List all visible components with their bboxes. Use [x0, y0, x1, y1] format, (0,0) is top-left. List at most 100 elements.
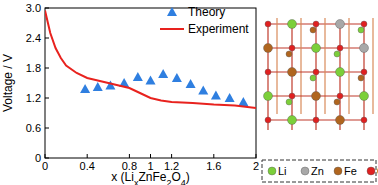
x-tick-label: 2 — [253, 160, 259, 172]
atom — [288, 116, 297, 125]
atom-legend-label: O — [377, 165, 378, 177]
atom — [336, 20, 345, 29]
y-tick — [45, 8, 49, 9]
atom-legend-label: Fe — [344, 165, 357, 177]
atom — [286, 51, 292, 57]
theory-point — [133, 72, 143, 81]
crystal-structure — [264, 18, 374, 130]
experiment-line — [45, 11, 256, 109]
bond — [267, 24, 268, 130]
atom — [312, 92, 321, 101]
x-axis-label-part: ) — [186, 170, 190, 184]
atom — [334, 51, 340, 57]
atom — [336, 116, 345, 125]
bond — [300, 18, 301, 114]
theory-point — [198, 86, 208, 95]
atom-legend-marker — [268, 167, 276, 175]
atom — [337, 93, 343, 99]
atom — [312, 44, 321, 53]
bond — [339, 24, 340, 130]
figure: 00.40.811.21.6200.61.21.82.43.0Voltage /… — [0, 0, 378, 185]
x-tick — [213, 154, 214, 158]
legend-label: Experiment — [188, 22, 249, 36]
atom — [358, 75, 364, 81]
y-tick-label: 1.2 — [26, 92, 41, 104]
legend-marker — [167, 7, 177, 16]
y-tick-label: 1.8 — [26, 62, 41, 74]
atom-legend-marker — [367, 167, 375, 175]
y-tick-label: 0 — [35, 152, 41, 164]
atom — [336, 68, 345, 77]
atom — [310, 75, 316, 81]
x-tick — [45, 154, 46, 158]
theory-point — [172, 73, 182, 82]
x-axis-label-part: ZnFe — [138, 170, 166, 184]
x-tick-label: 0.4 — [80, 160, 95, 172]
x-tick — [150, 154, 151, 158]
atom — [360, 92, 369, 101]
atom — [361, 117, 367, 123]
y-tick — [45, 98, 49, 99]
atom — [265, 21, 271, 27]
theory-point — [93, 82, 103, 91]
x-tick-label: 0 — [42, 160, 48, 172]
bond — [348, 18, 349, 114]
y-tick-label: 3.0 — [26, 2, 41, 14]
atom — [358, 27, 364, 33]
y-tick — [45, 38, 49, 39]
atom — [334, 99, 340, 105]
bonds — [268, 18, 373, 130]
legend-marker — [160, 28, 184, 30]
theory-point — [186, 79, 196, 88]
y-tick-label: 2.4 — [26, 32, 41, 44]
atom — [313, 69, 319, 75]
atom-legend-label: Li — [278, 165, 287, 177]
bond — [276, 18, 277, 114]
x-axis-label-part: O — [171, 170, 180, 184]
atom — [361, 69, 367, 75]
atom — [265, 69, 271, 75]
x-tick — [87, 154, 88, 158]
atom-legend-marker — [301, 167, 309, 175]
atom-legend-label: Zn — [311, 165, 324, 177]
theory-point — [146, 76, 156, 85]
theory-point — [225, 93, 235, 102]
bond — [372, 18, 373, 114]
theory-point — [211, 91, 221, 100]
atom — [288, 20, 297, 29]
atom — [264, 44, 273, 53]
x-tick — [171, 154, 172, 158]
atom — [288, 68, 297, 77]
atom — [289, 93, 295, 99]
atom-legend-marker — [334, 167, 342, 175]
atom — [361, 21, 367, 27]
y-axis-label: Voltage / V — [1, 54, 15, 112]
atom — [265, 117, 271, 123]
plot-frame — [45, 8, 256, 158]
x-tick — [256, 154, 257, 158]
atom — [310, 27, 316, 33]
y-tick — [45, 128, 49, 129]
plot-data — [45, 11, 256, 109]
atom — [313, 21, 319, 27]
x-tick — [129, 154, 130, 158]
atom — [289, 45, 295, 51]
atom — [264, 92, 273, 101]
y-tick — [45, 68, 49, 69]
atom — [313, 117, 319, 123]
atom — [360, 44, 369, 53]
y-tick — [45, 158, 49, 159]
x-axis-label: x (LixZnFe2O4) — [111, 170, 190, 185]
atom — [286, 99, 292, 105]
bond — [324, 18, 325, 114]
theory-point — [80, 84, 90, 93]
theory-point — [238, 97, 248, 106]
y-tick-label: 0.6 — [26, 122, 41, 134]
atom — [337, 45, 343, 51]
x-tick-label: 1.6 — [206, 160, 221, 172]
bond — [291, 24, 292, 130]
atom-legend-box — [262, 160, 376, 182]
legend-label: Theory — [188, 5, 225, 19]
x-axis-label-part: x (Li — [111, 170, 134, 184]
theory-point — [158, 69, 168, 78]
